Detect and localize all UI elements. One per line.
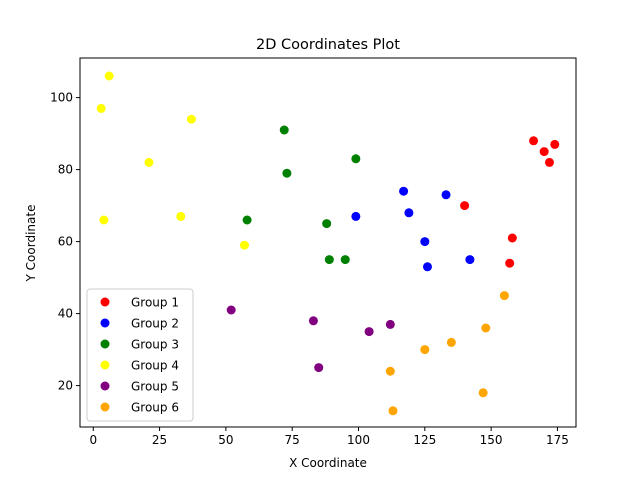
scatter-point-group-3 (351, 154, 361, 164)
y-tick-label: 100 (50, 91, 73, 105)
legend: Group 1 Group 2 Group 3 Group 4 Group 5 Group… (86, 288, 194, 422)
y-tick-label: 80 (58, 163, 73, 177)
scatter-point-group-2 (441, 190, 451, 200)
scatter-point-group-6 (388, 406, 398, 416)
axis-ticks: 0 25 50 75 100 125 150 175 20 40 60 80 100 (50, 91, 569, 447)
x-tick-label: 150 (480, 433, 503, 447)
scatter-point-group-6 (499, 291, 509, 301)
scatter-point-group-4 (186, 114, 196, 124)
x-tick-label: 25 (152, 433, 167, 447)
scatter-point-group-4 (99, 215, 109, 225)
scatter-point-group-5 (308, 316, 318, 326)
legend-marker (100, 339, 110, 349)
legend-label: Group 3 (131, 338, 179, 352)
x-tick-label: 0 (89, 433, 97, 447)
legend-marker (100, 381, 110, 391)
scatter-point-group-4 (144, 157, 154, 167)
scatter-point-group-3 (279, 125, 289, 135)
scatter-point-group-1 (529, 136, 539, 146)
x-tick-label: 175 (546, 433, 569, 447)
scatter-point-group-2 (351, 211, 361, 221)
scatter-point-group-2 (399, 186, 409, 196)
scatter-point-group-2 (420, 237, 430, 247)
scatter-point-group-5 (385, 319, 395, 329)
legend-label: Group 6 (131, 401, 179, 415)
legend-marker (100, 297, 110, 307)
legend-box (86, 288, 194, 422)
points-layer (96, 71, 560, 416)
scatter-point-group-1 (544, 157, 554, 167)
scatter-point-group-1 (505, 258, 515, 268)
legend-label: Group 2 (131, 317, 179, 331)
scatter-point-group-5 (314, 363, 324, 373)
scatter-point-group-1 (507, 233, 517, 243)
plot-frame (79, 57, 577, 428)
legend-label: Group 1 (131, 296, 179, 310)
scatter-point-group-2 (422, 262, 432, 272)
scatter-point-group-6 (478, 388, 488, 398)
x-tick-label: 125 (413, 433, 436, 447)
legend-marker (100, 318, 110, 328)
scatter-point-group-5 (364, 327, 374, 337)
x-axis-label: X Coordinate (289, 456, 367, 470)
scatter-point-group-3 (282, 168, 292, 178)
y-tick-label: 60 (58, 235, 73, 249)
legend-label: Group 4 (131, 359, 179, 373)
scatter-point-group-4 (96, 103, 106, 113)
legend-marker (100, 402, 110, 412)
scatter-point-group-2 (465, 255, 475, 265)
scatter-point-group-3 (324, 255, 334, 265)
scatter-point-group-4 (239, 240, 249, 250)
scatter-point-group-2 (404, 208, 414, 218)
scatter-point-group-6 (385, 366, 395, 376)
scatter-point-group-1 (539, 147, 549, 157)
scatter-point-group-6 (446, 337, 456, 347)
y-tick-label: 20 (58, 379, 73, 393)
scatter-point-group-4 (176, 211, 186, 221)
scatter-point-group-3 (242, 215, 252, 225)
scatter-point-group-4 (104, 71, 114, 81)
scatter-point-group-3 (322, 219, 332, 229)
scatter-point-group-3 (340, 255, 350, 265)
scatter-point-group-1 (550, 139, 560, 149)
y-axis-label: Y Coordinate (24, 205, 38, 283)
scatter-point-group-1 (460, 201, 470, 211)
scatter-point-group-5 (226, 305, 236, 315)
scatter-point-group-6 (420, 345, 430, 355)
legend-label: Group 5 (131, 380, 179, 394)
x-tick-label: 75 (285, 433, 300, 447)
legend-marker (100, 360, 110, 370)
scatter-point-group-6 (481, 323, 491, 333)
y-tick-label: 40 (58, 307, 73, 321)
chart-title: 2D Coordinates Plot (256, 37, 400, 53)
x-tick-label: 50 (218, 433, 233, 447)
x-tick-label: 100 (347, 433, 370, 447)
